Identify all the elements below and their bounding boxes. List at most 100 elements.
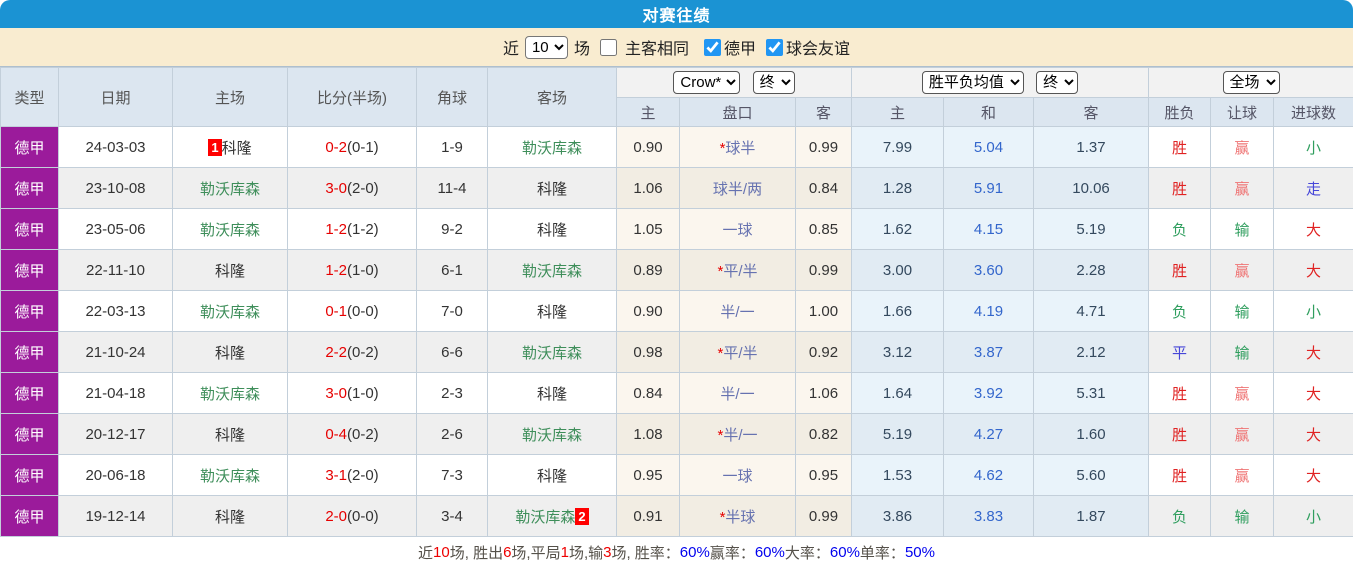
home-team-cell: 科隆: [172, 413, 288, 455]
team-name: 勒沃库森: [515, 508, 576, 526]
team-name: 勒沃库森: [199, 467, 260, 485]
corners-cell: 2-3: [416, 372, 488, 414]
odds-home-cell: 0.84: [616, 372, 680, 414]
sub-header-avg-away: 客: [1032, 97, 1150, 127]
col-header-score: 比分(半场): [287, 67, 417, 127]
summary-segment: 3: [603, 544, 612, 561]
handicap-cell: 一球: [679, 208, 796, 250]
avg-home-cell: 1.28: [851, 167, 944, 209]
avg-away-cell: 10.06: [1032, 167, 1150, 209]
score-cell: 0-1(0-0): [287, 290, 417, 332]
odds-away-cell: 0.82: [795, 413, 852, 455]
table-row: 德甲 19-12-14 科隆 2-0(0-0) 3-4 勒沃库森 2 0.91 *半球 0.99 3…: [0, 495, 1353, 537]
result-cell: 胜: [1148, 413, 1212, 455]
avg-away-cell: 2.12: [1032, 331, 1150, 373]
friendly-checkbox[interactable]: [766, 38, 784, 56]
half-time-score: (1-2): [347, 220, 379, 238]
summary-segment: 场, 胜出: [449, 545, 504, 562]
away-team-cell: 勒沃库森 2: [487, 495, 617, 537]
team-name: 勒沃库森: [199, 221, 260, 239]
score-cell: 2-2(0-2): [287, 331, 417, 373]
odds-away-cell: 0.85: [795, 208, 852, 250]
half-time-score: (1-0): [347, 384, 379, 402]
corners-cell: 11-4: [416, 167, 488, 209]
league-cell: 德甲: [0, 208, 59, 250]
goals-result-cell: 走: [1273, 167, 1353, 209]
league-cell: 德甲: [0, 249, 59, 291]
away-team-cell: 勒沃库森: [487, 331, 617, 373]
away-team-cell: 勒沃库森: [487, 126, 617, 168]
league-filter-label[interactable]: 德甲: [724, 41, 757, 58]
odds-home-cell: 0.90: [616, 290, 680, 332]
handicap-cell: 一球: [679, 454, 796, 496]
title-bar: 对赛往绩: [0, 0, 1353, 28]
sub-header-handicap: 盘口: [679, 97, 796, 127]
score-cell: 3-0(2-0): [287, 167, 417, 209]
match-history-table: 类型 日期 主场 比分(半场) 角球 客场 Crow* 终 胜平负均值 终 全场: [0, 67, 1353, 537]
handicap-text: 球半/两: [712, 180, 763, 198]
odds-home-cell: 0.90: [616, 126, 680, 168]
sub-header-avg-home: 主: [851, 97, 944, 127]
result-cell: 负: [1148, 290, 1212, 332]
early-star: *: [717, 262, 724, 280]
odds-away-cell: 1.00: [795, 290, 852, 332]
half-time-score: (1-0): [347, 261, 379, 279]
odds-away-cell: 0.84: [795, 167, 852, 209]
team-name: 勒沃库森: [521, 139, 582, 157]
avg-time-select[interactable]: 终: [1036, 71, 1079, 94]
league-cell: 德甲: [0, 454, 59, 496]
same-venue-checkbox[interactable]: [599, 38, 617, 56]
full-time-score: 1-2: [325, 220, 347, 238]
date-cell: 21-04-18: [58, 372, 173, 414]
summary-segment: 场, 胜率：: [611, 545, 680, 562]
scope-select[interactable]: 全场: [1222, 71, 1280, 94]
handicap-text: 半/一: [723, 426, 758, 444]
early-star: *: [717, 344, 724, 362]
friendly-filter-label[interactable]: 球会友谊: [786, 41, 851, 58]
same-venue-label[interactable]: 主客相同: [624, 41, 689, 58]
home-team-cell: 勒沃库森: [172, 290, 288, 332]
team-name: 勒沃库森: [199, 385, 260, 403]
avg-away-cell: 1.60: [1032, 413, 1150, 455]
team-name: 科隆: [536, 467, 567, 485]
sub-header-avg-draw: 和: [943, 97, 1034, 127]
home-team-cell: 科隆: [172, 331, 288, 373]
team-name: 科隆: [536, 385, 567, 403]
team-name: 科隆: [221, 139, 252, 157]
summary-segment: 60%: [829, 544, 860, 561]
handicap-cell: 半/一: [679, 290, 796, 332]
full-time-score: 1-2: [325, 261, 347, 279]
avg-home-cell: 5.19: [851, 413, 944, 455]
early-star: *: [717, 426, 724, 444]
bookmaker-select[interactable]: Crow*: [673, 71, 741, 94]
avg-draw-cell: 3.92: [943, 372, 1034, 414]
handicap-cell: *平/半: [679, 249, 796, 291]
result-cell: 胜: [1148, 167, 1212, 209]
half-time-score: (2-0): [347, 179, 379, 197]
avg-draw-cell: 5.04: [943, 126, 1034, 168]
league-checkbox[interactable]: [704, 38, 721, 56]
table-row: 德甲 22-03-13 勒沃库森 0-1(0-0) 7-0 科隆 0.90 半/一 1.00 1.…: [0, 290, 1353, 332]
half-time-score: (0-2): [347, 343, 379, 361]
score-cell: 0-4(0-2): [287, 413, 417, 455]
avg-draw-cell: 5.91: [943, 167, 1034, 209]
date-cell: 22-11-10: [58, 249, 173, 291]
league-cell: 德甲: [0, 413, 59, 455]
odds-home-cell: 0.98: [616, 331, 680, 373]
summary-segment: 单率：: [859, 545, 905, 562]
corners-cell: 9-2: [416, 208, 488, 250]
summary-segment: 10: [433, 544, 450, 561]
recent-count-select[interactable]: 10: [524, 35, 568, 59]
half-time-score: (0-0): [347, 507, 379, 525]
bookmaker-time-select[interactable]: 终: [752, 71, 795, 94]
league-cell: 德甲: [0, 495, 59, 537]
handicap-text: 平/半: [723, 344, 758, 362]
odds-home-cell: 0.91: [616, 495, 680, 537]
avg-draw-cell: 3.60: [943, 249, 1034, 291]
league-cell: 德甲: [0, 167, 59, 209]
handicap-text: 平/半: [723, 262, 758, 280]
avg-home-cell: 1.64: [851, 372, 944, 414]
corners-cell: 7-0: [416, 290, 488, 332]
home-team-cell: 勒沃库森: [172, 372, 288, 414]
avg-type-select[interactable]: 胜平负均值: [921, 71, 1024, 94]
